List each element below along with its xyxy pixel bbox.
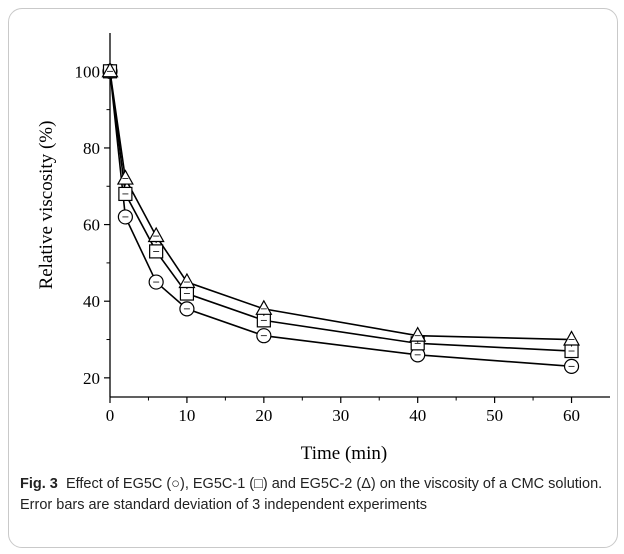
data-point-triangle bbox=[178, 272, 196, 289]
axes: 0 10 20 30 40 50 60 20 40 60 80 100 bbox=[75, 33, 610, 425]
y-tick-label: 100 bbox=[75, 62, 101, 81]
y-tick-label: 40 bbox=[83, 292, 100, 311]
x-tick-label: 30 bbox=[332, 406, 349, 425]
series-line-triangle bbox=[109, 71, 572, 341]
x-tick-label: 40 bbox=[409, 406, 426, 425]
x-tick-label: 10 bbox=[178, 406, 195, 425]
y-tick-label: 80 bbox=[83, 139, 100, 158]
y-tick-label: 60 bbox=[83, 216, 100, 235]
x-tick-label: 20 bbox=[255, 406, 272, 425]
data-point-triangle bbox=[147, 226, 165, 243]
series-layer bbox=[101, 62, 581, 374]
x-tick-label: 60 bbox=[563, 406, 580, 425]
viscosity-chart: 0 10 20 30 40 50 60 20 40 60 80 100 Relative viscos… bbox=[36, 33, 610, 464]
data-point-triangle bbox=[101, 62, 119, 78]
series-line-square bbox=[109, 71, 572, 352]
x-tick-label: 0 bbox=[106, 406, 115, 425]
x-tick-label: 50 bbox=[486, 406, 503, 425]
data-point-triangle bbox=[563, 330, 581, 346]
data-point-triangle bbox=[255, 299, 273, 315]
caption-text: Effect of EG5C (○), EG5C-1 (□) and EG5C-… bbox=[20, 476, 603, 513]
data-point-triangle bbox=[116, 169, 134, 185]
x-axis-title: Time (min) bbox=[301, 443, 387, 464]
figure-caption: Fig. 3 Effect of EG5C (○), EG5C-1 (□) an… bbox=[20, 474, 610, 516]
y-tick-label: 20 bbox=[83, 369, 100, 388]
caption-label: Fig. 3 bbox=[20, 476, 58, 492]
y-axis-title: Relative viscosity (%) bbox=[36, 121, 57, 290]
data-point-triangle bbox=[409, 326, 427, 342]
